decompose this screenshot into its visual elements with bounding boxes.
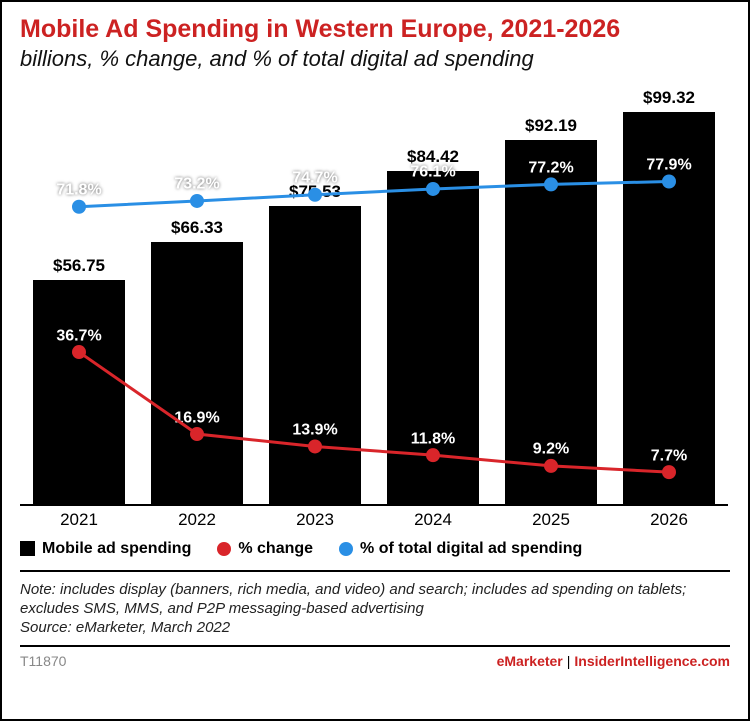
- x-axis-label: 2021: [60, 510, 98, 530]
- legend-item-bar: Mobile ad spending: [20, 540, 191, 558]
- legend-label: % change: [238, 540, 313, 558]
- circle-icon: [217, 542, 231, 556]
- change-value-label: 16.9%: [174, 409, 219, 427]
- bar-value-label: $56.75: [33, 256, 125, 276]
- chart-note: Note: includes display (banners, rich me…: [20, 580, 730, 648]
- chart-title: Mobile Ad Spending in Western Europe, 20…: [20, 16, 730, 44]
- chart-code: T11870: [20, 653, 66, 669]
- change-value-label: 7.7%: [651, 447, 687, 465]
- square-icon: [20, 541, 35, 556]
- x-axis-label: 2023: [296, 510, 334, 530]
- chart-area: $56.75 $66.33 $75.53 $84.42 $92.19 $99.32 71.8…: [20, 90, 728, 530]
- brand-emarketer: eMarketer: [497, 653, 563, 669]
- bar: $84.42: [387, 171, 479, 504]
- legend-item-share: % of total digital ad spending: [339, 540, 582, 558]
- x-axis-label: 2025: [532, 510, 570, 530]
- bar: $56.75: [33, 280, 125, 504]
- legend-label: % of total digital ad spending: [360, 540, 582, 558]
- share-value-label: 73.2%: [174, 176, 219, 194]
- x-axis-label: 2022: [178, 510, 216, 530]
- legend-label: Mobile ad spending: [42, 540, 191, 558]
- bar-value-label: $66.33: [151, 218, 243, 238]
- share-value-label: 76.1%: [410, 164, 455, 182]
- change-value-label: 13.9%: [292, 422, 337, 440]
- chart-card: Mobile Ad Spending in Western Europe, 20…: [0, 0, 750, 721]
- legend-item-change: % change: [217, 540, 313, 558]
- legend: Mobile ad spending % change % of total d…: [20, 540, 730, 572]
- bar-value-label: $99.32: [623, 88, 715, 108]
- bar: $66.33: [151, 242, 243, 504]
- share-value-label: 77.9%: [646, 157, 691, 175]
- share-value-label: 71.8%: [56, 182, 101, 200]
- circle-icon: [339, 542, 353, 556]
- brand-insider: InsiderIntelligence.com: [574, 653, 730, 669]
- share-value-label: 74.7%: [292, 170, 337, 188]
- separator-icon: |: [567, 653, 571, 669]
- x-axis-label: 2026: [650, 510, 688, 530]
- share-value-label: 77.2%: [528, 160, 573, 178]
- bar: $75.53: [269, 206, 361, 504]
- x-axis-label: 2024: [414, 510, 452, 530]
- x-axis: 2021 2022 2023 2024 2025 2026: [20, 504, 728, 530]
- footer: T11870 eMarketer|InsiderIntelligence.com: [20, 653, 730, 669]
- change-value-label: 9.2%: [533, 441, 569, 459]
- chart-subtitle: billions, % change, and % of total digit…: [20, 46, 730, 72]
- plot-region: $56.75 $66.33 $75.53 $84.42 $92.19 $99.32 71.8…: [20, 90, 728, 504]
- change-value-label: 36.7%: [56, 327, 101, 345]
- brand-line: eMarketer|InsiderIntelligence.com: [497, 653, 730, 669]
- change-value-label: 11.8%: [411, 430, 455, 448]
- bar-value-label: $92.19: [505, 116, 597, 136]
